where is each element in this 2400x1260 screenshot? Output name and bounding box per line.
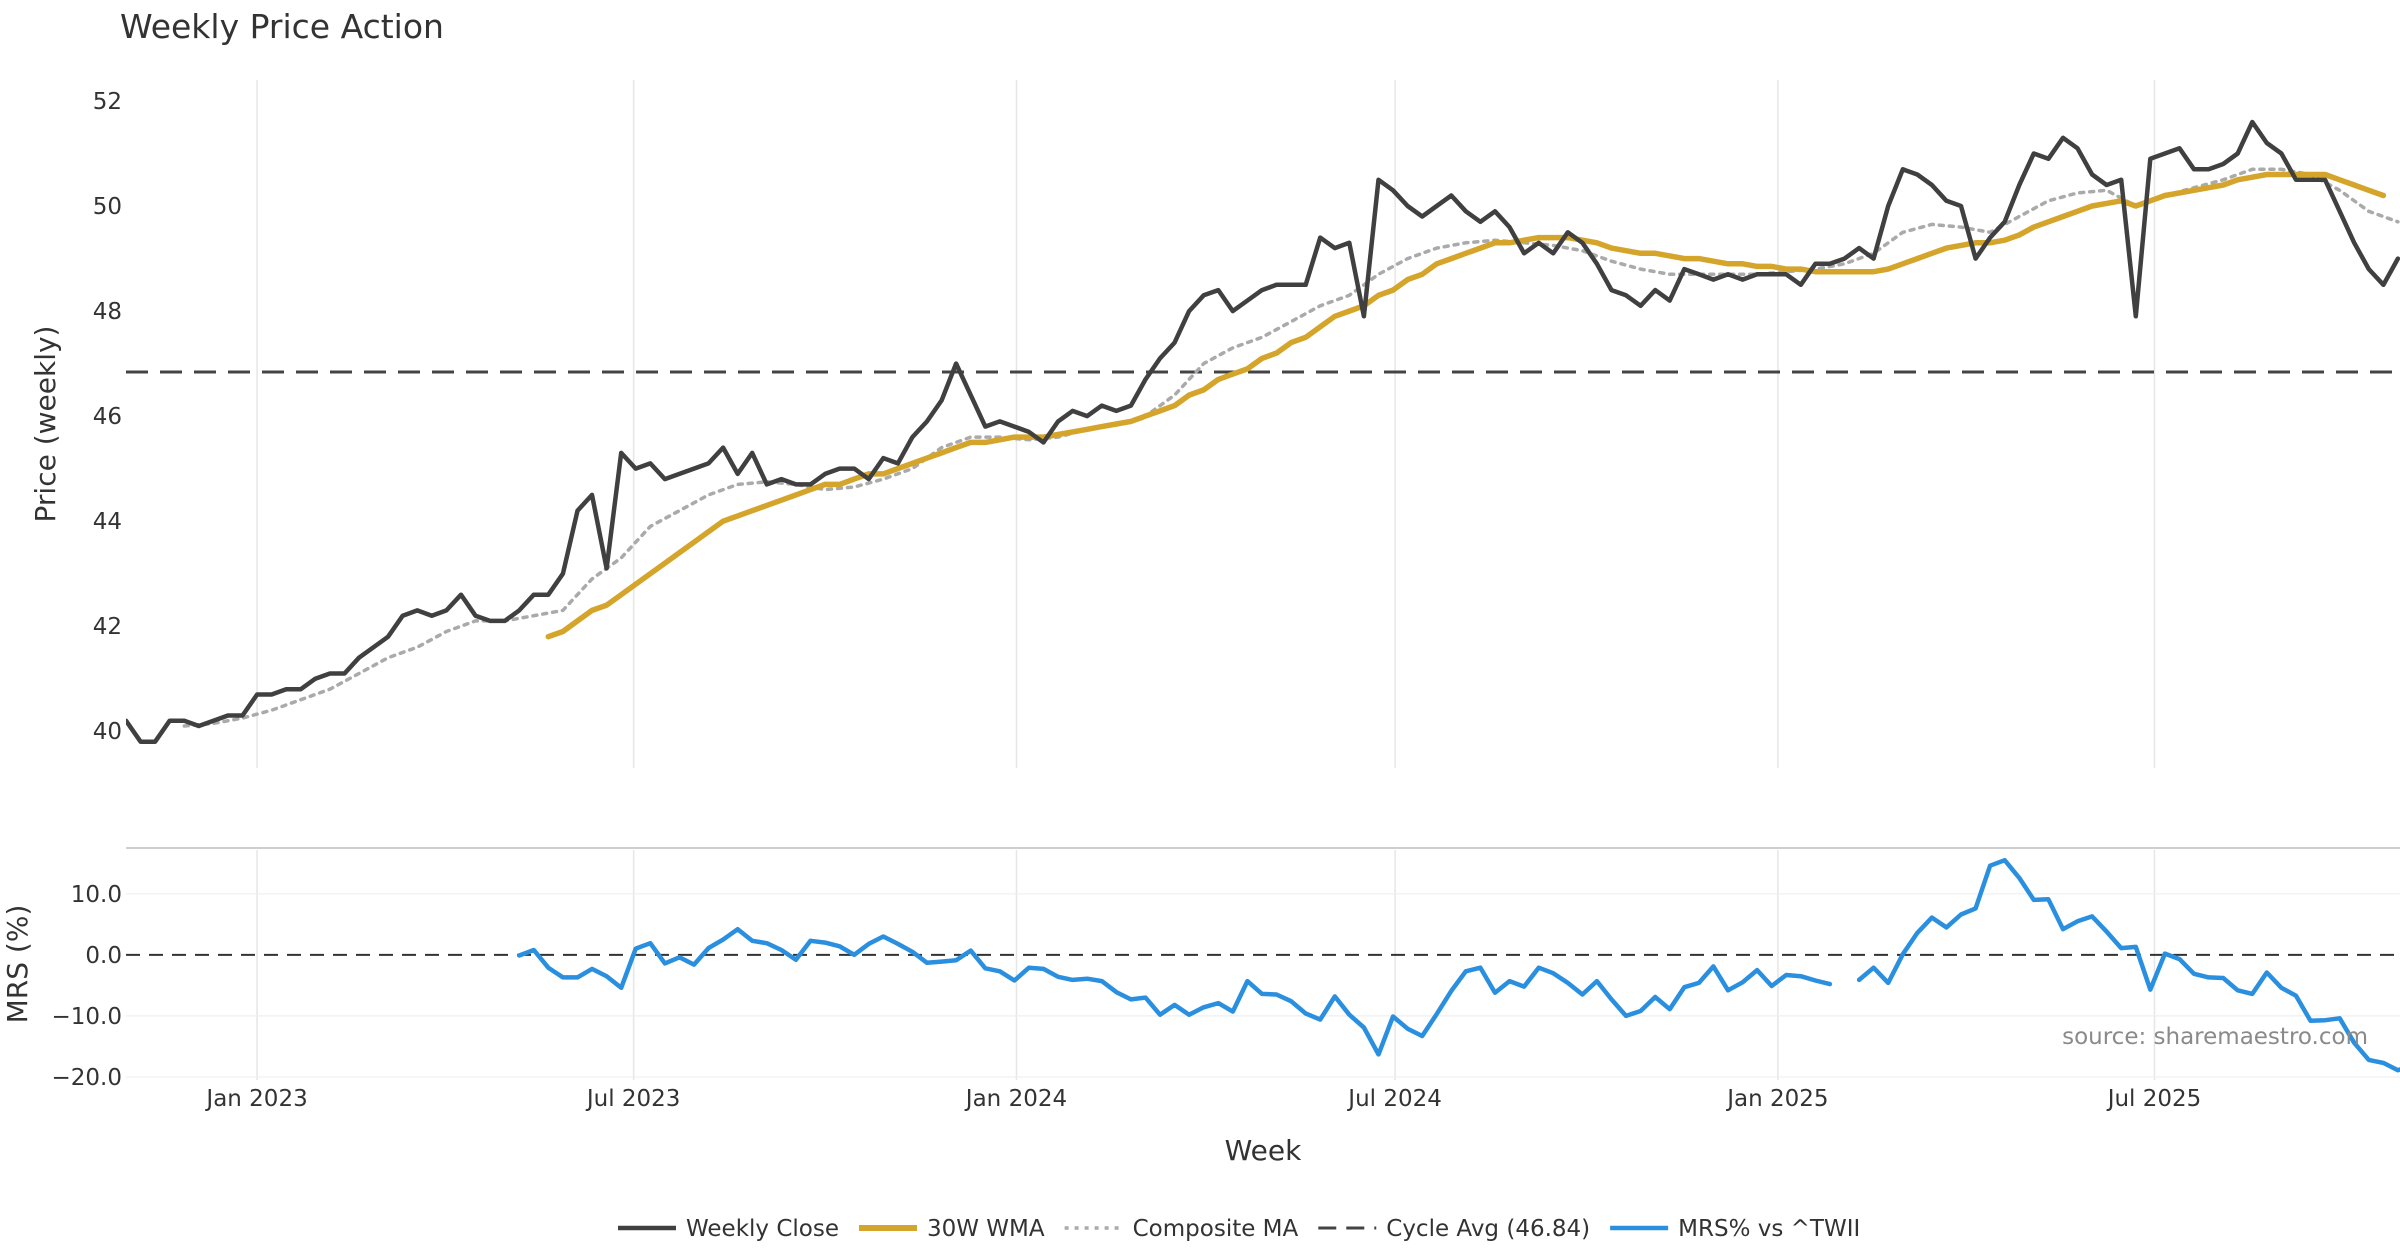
legend-item: Weekly Close <box>618 1216 839 1242</box>
mrs-line <box>1856 857 2400 1073</box>
legend-label: Weekly Close <box>686 1216 839 1242</box>
wma-30w-line <box>545 171 2387 640</box>
x-tick-label: Jul 2025 <box>2106 1086 2202 1112</box>
price-y-tick-label: 40 <box>93 719 122 745</box>
legend-item: MRS% vs ^TWII <box>1610 1216 1860 1242</box>
mrs-y-ticks: 10.0 0.0 −10.0 −20.0 <box>52 882 122 1091</box>
mrs-series-group <box>516 857 2400 1073</box>
legend-label: Cycle Avg (46.84) <box>1386 1216 1590 1242</box>
price-y-ticks: 40 42 44 46 48 50 52 <box>93 89 122 745</box>
x-tick-label: Jul 2023 <box>585 1086 681 1112</box>
price-y-tick-label: 42 <box>93 614 122 640</box>
price-series-group <box>126 119 2400 744</box>
legend-label: 30W WMA <box>927 1216 1045 1242</box>
mrs-y-tick-label: 10.0 <box>71 882 122 908</box>
legend-item: 30W WMA <box>858 1216 1045 1242</box>
x-tick-label: Jul 2024 <box>1346 1086 1442 1112</box>
price-y-tick-label: 52 <box>93 89 122 115</box>
weekly-close-line <box>126 119 2400 744</box>
chart-legend: Weekly Close 30W WMA Composite MA Cycle Avg… <box>618 1216 1860 1242</box>
vertical-gridlines <box>256 80 2156 1080</box>
source-label: source: sharemaestro.com <box>2062 1024 2368 1050</box>
mrs-horizontal-gridlines <box>126 893 2400 1078</box>
mrs-y-tick-label: −20.0 <box>52 1065 122 1091</box>
x-tick-label: Jan 2023 <box>204 1086 307 1112</box>
x-axis-label: Week <box>1225 1134 1302 1167</box>
x-tick-label: Jan 2025 <box>1725 1086 1828 1112</box>
legend-item: Composite MA <box>1064 1216 1299 1242</box>
composite-ma-line <box>182 167 2400 728</box>
legend-item: Cycle Avg (46.84) <box>1318 1216 1590 1242</box>
x-tick-label: Jan 2024 <box>964 1086 1067 1112</box>
price-y-axis-label: Price (weekly) <box>29 326 62 523</box>
price-y-tick-label: 48 <box>93 299 122 325</box>
mrs-y-axis-label: MRS (%) <box>1 905 34 1024</box>
mrs-y-tick-label: 0.0 <box>85 943 122 969</box>
chart-title: Weekly Price Action <box>120 7 444 46</box>
legend-label: MRS% vs ^TWII <box>1678 1216 1860 1242</box>
mrs-line <box>516 926 1833 1057</box>
price-y-tick-label: 44 <box>93 509 122 535</box>
mrs-y-tick-label: −10.0 <box>52 1004 122 1030</box>
legend-label: Composite MA <box>1133 1216 1299 1242</box>
x-axis-ticks: Jan 2023 Jul 2023 Jan 2024 Jul 2024 Jan 2025… <box>204 1086 2201 1112</box>
price-y-tick-label: 46 <box>93 404 122 430</box>
price-y-tick-label: 50 <box>93 194 122 220</box>
